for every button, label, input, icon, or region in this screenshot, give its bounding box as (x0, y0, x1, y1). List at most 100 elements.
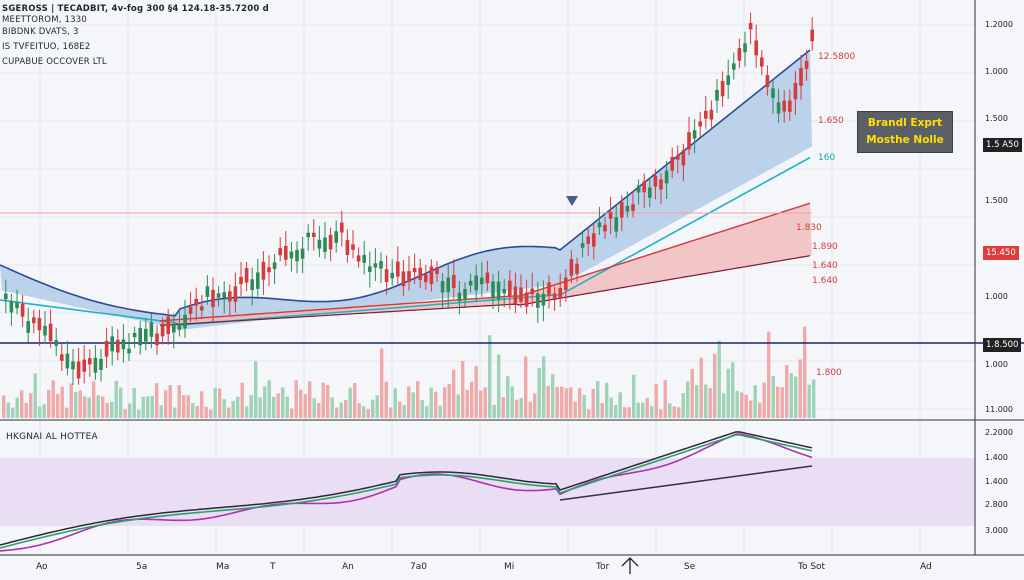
volume-bar (344, 400, 348, 418)
volume-bar (731, 362, 735, 418)
x-tick: Ad (920, 562, 932, 572)
blue-cloud (0, 50, 812, 330)
volume-bar (623, 407, 627, 418)
x-tick: To Sot (798, 562, 826, 572)
volume-bar (690, 368, 694, 418)
marker-triangle (566, 196, 578, 206)
volume-bar (641, 402, 645, 418)
volume-bar (326, 385, 330, 418)
candle-body (407, 271, 411, 283)
volume-bar (128, 403, 132, 418)
candle-body (177, 324, 182, 330)
volume-bar (267, 380, 271, 418)
volume-bar (600, 403, 604, 418)
candle-body (586, 236, 590, 244)
volume-bar (785, 364, 789, 418)
candle-body (424, 274, 428, 283)
volume-bar (695, 385, 699, 418)
candle-body (132, 332, 137, 338)
volume-bar (78, 390, 82, 418)
volume-bar (803, 326, 807, 418)
volume-bar (398, 401, 402, 418)
candle-body (216, 293, 221, 298)
candle-body (508, 280, 512, 298)
volume-bar (524, 356, 528, 418)
candle-body (239, 276, 243, 285)
volume-bar (564, 388, 568, 418)
volume-bar (11, 407, 15, 418)
candle-body (149, 322, 154, 337)
candle-body (233, 286, 238, 302)
oscillator-trend (559, 465, 813, 501)
candle-body (452, 274, 456, 289)
volume-bar (384, 381, 388, 418)
volume-bar (443, 387, 447, 418)
y-tick: 11.000 (985, 405, 1013, 414)
candle-body (412, 267, 417, 273)
x-tick: Mi (504, 562, 515, 572)
volume-bar (605, 382, 609, 418)
volume-bar (299, 389, 303, 418)
candle-body (687, 132, 691, 150)
candle-body (648, 187, 652, 198)
candle-body (323, 237, 327, 252)
candle-body (205, 286, 210, 297)
candle-body (536, 293, 540, 308)
candle-body (194, 298, 198, 306)
oscillator-baseline (0, 431, 813, 546)
candle-body (670, 156, 674, 171)
volume-bar (740, 392, 744, 418)
volume-bar (51, 380, 55, 418)
volume-bar (123, 409, 127, 418)
volume-bar (528, 401, 532, 418)
volume-bar (366, 409, 370, 418)
ind-y-tick: 3.000 (985, 526, 1008, 535)
volume-bar (389, 407, 393, 418)
y-tick: 1.500 (985, 114, 1008, 123)
volume-bar (20, 390, 24, 418)
volume-bar (447, 384, 451, 418)
price-tag-current: 15.450 (983, 246, 1019, 260)
x-tick: 5a (136, 562, 148, 572)
volume-bar (749, 400, 753, 418)
volume-bar (159, 405, 163, 418)
volume-bar (353, 382, 357, 418)
candle-body (468, 280, 473, 286)
volume-bar (177, 385, 181, 418)
volume-bar (42, 404, 46, 418)
annotation-box[interactable]: Brandl Exprt Mosthe Nolle (857, 111, 953, 153)
volume-bar (56, 393, 60, 418)
level-label-6: 1.640 (812, 261, 838, 271)
level-label-2: 1.650 (818, 116, 844, 126)
candle-body (32, 317, 36, 324)
volume-bar (132, 387, 136, 418)
volume-bar (137, 409, 141, 418)
volume-bar (758, 402, 762, 418)
volume-bar (60, 386, 64, 418)
x-tick: Ma (216, 562, 230, 572)
header-line-5: CUPABUE OCCOVER LTL (2, 57, 107, 67)
volume-bar (551, 374, 555, 418)
volume-bar (645, 398, 649, 418)
volume-bar (582, 395, 586, 418)
volume-bar (591, 388, 595, 418)
candle-body (771, 88, 775, 98)
candle-body (373, 263, 378, 268)
candle-body (334, 231, 338, 243)
cyan-ma-line (0, 156, 811, 326)
volume-bar (713, 353, 717, 418)
volume-bar (155, 383, 159, 418)
y-tick: 1.2000 (985, 20, 1013, 29)
volume-bar (717, 340, 721, 418)
volume-bar (110, 401, 114, 418)
level-label-5: 1.890 (812, 242, 838, 252)
candle-body (704, 110, 708, 119)
volume-bar (735, 390, 739, 418)
candle-body (396, 261, 400, 277)
candle-body (48, 323, 53, 342)
candle-body (26, 321, 30, 333)
candle-body (384, 269, 389, 283)
candle-body (513, 286, 518, 304)
volume-bar (213, 387, 217, 418)
